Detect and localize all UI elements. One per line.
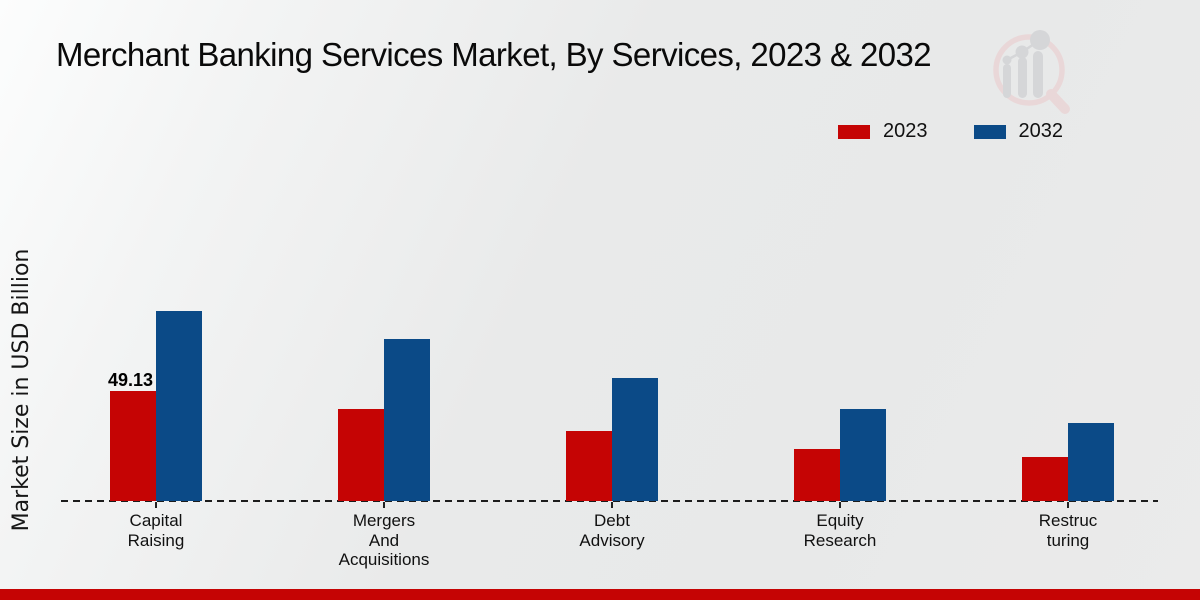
x-tick-label-line: Restruc <box>1038 511 1098 530</box>
x-tick-label-line: Raising <box>127 530 185 550</box>
y-axis-label: Market Size in USD Billion <box>9 248 34 532</box>
footer-accent-bar <box>0 589 1200 600</box>
chart-title: Merchant Banking Services Market, By Ser… <box>56 36 932 73</box>
x-tick-label-equity-research: Equity Research <box>804 511 877 550</box>
bar-2023-equity-research <box>794 449 840 501</box>
magnifier-bar-chart-logo-icon <box>993 30 1070 114</box>
x-tick-label-line: turing <box>1046 530 1090 550</box>
x-tick-label-mergers-and-acquisitions: Mergers And Acquisitions <box>339 511 430 570</box>
x-axis-tick <box>155 502 157 508</box>
bar-value-label: 49.13 <box>108 370 154 390</box>
x-tick-label-line: Acquisitions <box>338 550 430 569</box>
x-tick-label-capital-raising: Capital Raising <box>128 511 185 550</box>
bar-2023-mergers-and-acquisitions <box>338 409 384 501</box>
bar-2023-debt-advisory <box>566 431 612 501</box>
x-axis-tick <box>839 502 841 508</box>
bar-2032-restructuring <box>1068 423 1114 501</box>
x-tick-label-restructuring: Restruc turing <box>1039 511 1098 550</box>
bar-2032-mergers-and-acquisitions <box>384 339 430 501</box>
bar-2023-restructuring <box>1022 457 1068 501</box>
x-tick-label-line: Capital <box>129 511 183 530</box>
x-axis-tick <box>1067 502 1069 508</box>
bar-2023-capital-raising <box>110 391 156 501</box>
bar-2032-equity-research <box>840 409 886 501</box>
bar-2032-capital-raising <box>156 311 202 501</box>
legend: 2023 2032 <box>838 120 1063 143</box>
legend-item-2023: 2023 <box>838 120 928 143</box>
x-tick-label-line: Mergers <box>352 511 416 530</box>
legend-item-2032: 2032 <box>973 120 1064 143</box>
legend-label: 2023 <box>883 120 928 142</box>
x-tick-label-line: Advisory <box>579 530 645 550</box>
x-tick-label-debt-advisory: Debt Advisory <box>579 511 644 550</box>
x-tick-label-line: Research <box>803 530 877 550</box>
bar-2032-debt-advisory <box>612 378 658 501</box>
x-axis-tick <box>383 502 385 508</box>
x-tick-label-line: Debt <box>594 511 630 530</box>
legend-swatch-2032 <box>973 124 1006 139</box>
x-tick-label-line: And <box>368 530 400 550</box>
x-axis-tick <box>611 502 613 508</box>
x-axis-baseline <box>61 500 1158 502</box>
legend-swatch-2023 <box>838 124 870 139</box>
x-tick-label-line: Equity <box>816 511 864 530</box>
legend-label: 2032 <box>1018 120 1064 142</box>
